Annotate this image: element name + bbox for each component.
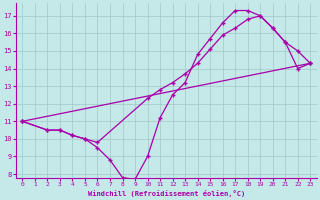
X-axis label: Windchill (Refroidissement éolien,°C): Windchill (Refroidissement éolien,°C) — [88, 190, 245, 197]
